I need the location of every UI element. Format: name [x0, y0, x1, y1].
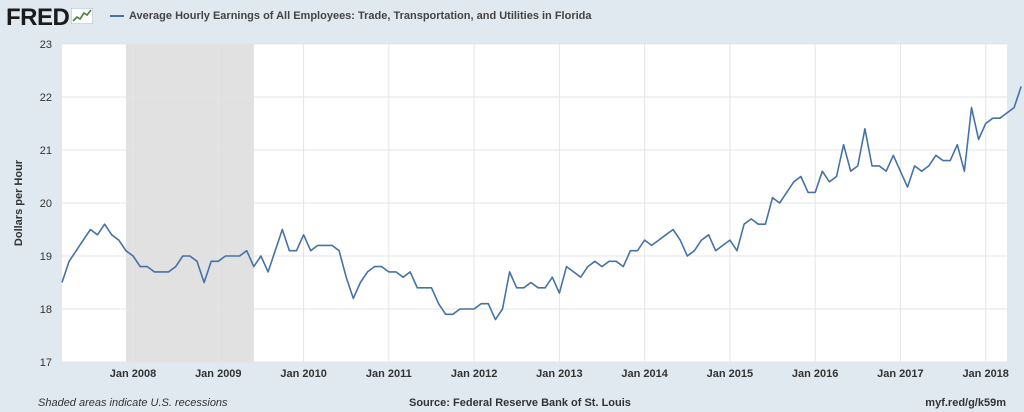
x-tick-label: Jan 2015 — [707, 368, 753, 380]
y-tick-label: 23 — [40, 39, 52, 51]
x-tick-label: Jan 2008 — [110, 368, 156, 380]
series-line[interactable] — [61, 86, 1022, 321]
legend-swatch — [110, 15, 124, 17]
x-tick-label: Jan 2012 — [451, 368, 497, 380]
gridlines — [62, 43, 1007, 363]
x-tick-label: Jan 2013 — [536, 368, 582, 380]
fred-logo-text: FRED — [6, 4, 70, 31]
legend-series-name: Average Hourly Earnings of All Employees… — [129, 10, 592, 22]
chart-header: FRED Average Hourly Earnings of All Empl… — [0, 0, 1024, 36]
x-tick-label: Jan 2017 — [877, 368, 923, 380]
x-axis-ticks: Jan 2008 Jan 2009 Jan 2010 Jan 2011 Jan 2012… — [110, 368, 1009, 380]
y-tick-label: 19 — [40, 251, 52, 263]
recession-note: Shaded areas indicate U.S. recessions — [38, 397, 228, 409]
chart-legend: Average Hourly Earnings of All Employees… — [110, 10, 592, 22]
y-tick-label: 21 — [40, 145, 52, 157]
x-tick-label: Jan 2011 — [366, 368, 412, 380]
y-axis-title: Dollars per Hour — [13, 159, 25, 246]
x-tick-label: Jan 2014 — [621, 368, 668, 380]
x-tick-label: Jan 2009 — [195, 368, 241, 380]
x-tick-label: Jan 2010 — [280, 368, 326, 380]
short-link[interactable]: myf.red/g/k59m — [925, 397, 1006, 409]
y-tick-label: 20 — [40, 198, 52, 210]
y-tick-label: 22 — [40, 92, 52, 104]
x-tick-label: Jan 2018 — [962, 368, 1008, 380]
chart-footer: Shaded areas indicate U.S. recessions So… — [0, 394, 1024, 412]
x-tick-label: Jan 2016 — [792, 368, 838, 380]
y-tick-label: 18 — [40, 304, 52, 316]
y-axis-ticks: 17 18 19 20 21 22 23 — [40, 39, 52, 369]
y-tick-label: 17 — [40, 357, 52, 369]
source-note: Source: Federal Reserve Bank of St. Loui… — [409, 397, 631, 409]
